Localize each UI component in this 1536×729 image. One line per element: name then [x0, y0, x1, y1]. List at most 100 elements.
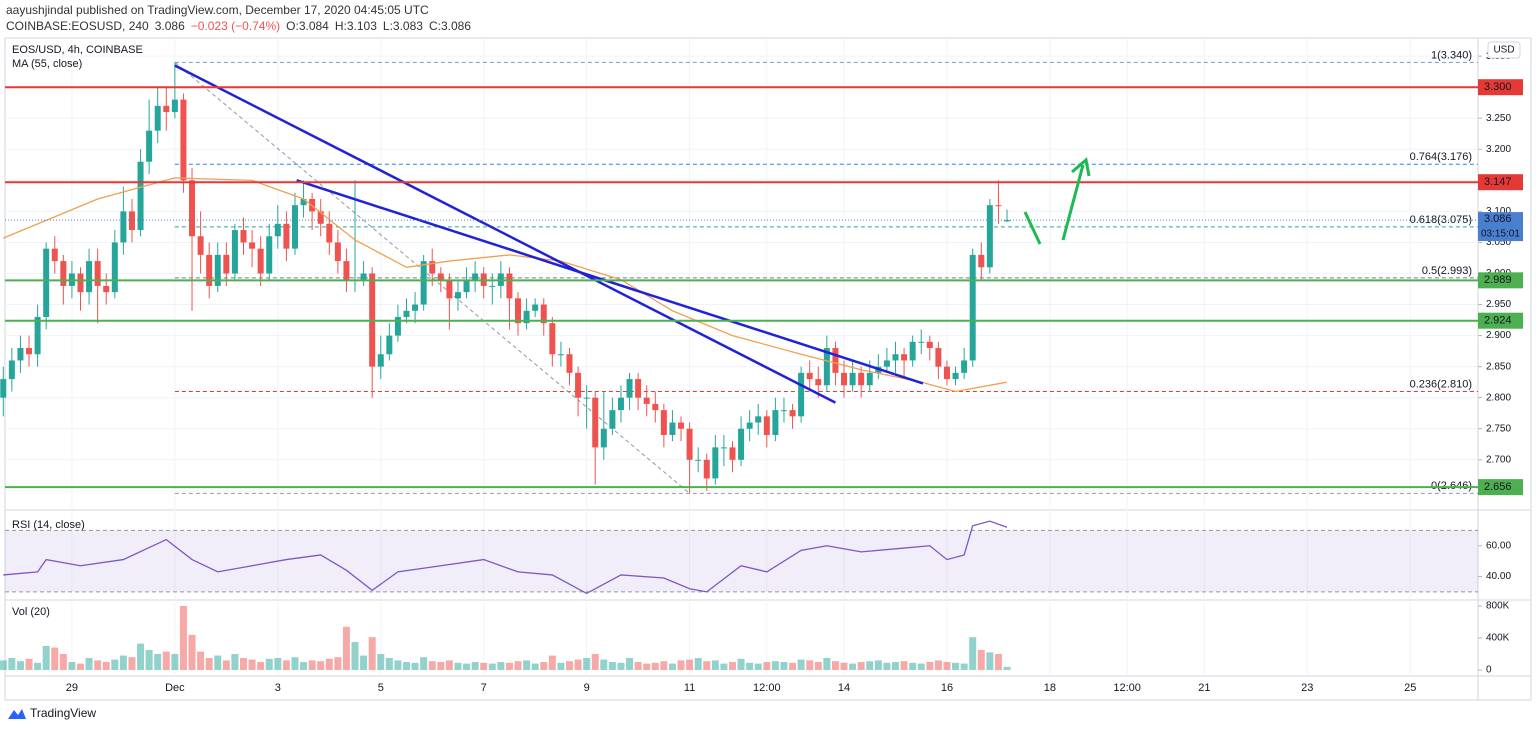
volume-bar — [651, 662, 659, 670]
y-tick-label: 800K — [1486, 601, 1510, 612]
currency-label[interactable]: USD — [1493, 45, 1514, 56]
candle-body — [60, 261, 67, 286]
volume-bar — [377, 654, 385, 670]
volume-bar — [746, 662, 754, 670]
volume-bar — [626, 658, 634, 670]
x-tick-label: 9 — [584, 682, 590, 694]
volume-bar — [128, 657, 136, 670]
volume-bar — [754, 663, 762, 670]
candle-body — [961, 360, 968, 373]
candle-body — [643, 397, 650, 404]
volume-bar — [265, 658, 273, 670]
volume-bar — [205, 658, 213, 670]
candle-body — [1004, 220, 1011, 222]
candle-body — [918, 341, 925, 343]
candle-body — [17, 348, 24, 361]
candle-body — [935, 348, 942, 367]
candle-body — [943, 366, 950, 380]
candle-body — [926, 341, 933, 349]
candle-body — [686, 428, 693, 460]
candle-body — [515, 298, 522, 324]
volume-bar — [471, 662, 479, 670]
arrow-up — [1061, 157, 1091, 241]
ma-line — [3, 177, 1008, 393]
candle-body — [51, 248, 58, 262]
candle-body — [832, 348, 839, 373]
candle-body — [154, 105, 161, 131]
candle-body — [334, 242, 341, 262]
y-tick-label: 2.900 — [1486, 330, 1511, 341]
volume-bar — [617, 662, 625, 670]
candle-body — [206, 254, 213, 286]
volume-bar — [488, 663, 496, 670]
y-tick-label: 400K — [1486, 633, 1510, 644]
candle-body — [978, 254, 985, 268]
candle-body — [43, 248, 50, 317]
footer-brand: TradingView — [30, 706, 96, 720]
candle-body — [189, 180, 196, 237]
candle-body — [94, 261, 101, 286]
volume-bar — [548, 655, 556, 670]
volume-bar — [145, 650, 153, 670]
candle-body — [180, 99, 187, 181]
volume-bar — [634, 662, 642, 670]
y-tick-label: 3.200 — [1486, 144, 1511, 155]
volume-bar — [197, 651, 205, 670]
candle-body — [592, 397, 599, 448]
candle-body — [523, 310, 530, 324]
candle-body — [266, 236, 273, 274]
currency-button[interactable] — [1487, 41, 1521, 59]
candle-body — [678, 422, 685, 429]
volume-bar — [420, 657, 428, 670]
x-tick-label: 7 — [481, 682, 487, 694]
volume-bar — [274, 658, 282, 670]
symbol: COINBASE:EOSUSD, 240 — [6, 19, 149, 33]
volume-bar — [342, 626, 350, 670]
volume-bar — [823, 658, 831, 670]
y-tick-label: 2.700 — [1486, 454, 1511, 465]
quote-line: COINBASE:EOSUSD, 240 3.086 −0.023 (−0.74%)… — [6, 18, 477, 34]
candle-body — [291, 205, 298, 249]
x-tick-label: 11 — [684, 682, 695, 694]
level-label: 2.656 — [1484, 481, 1512, 493]
candle-body — [437, 273, 444, 280]
candle-body — [540, 304, 547, 324]
candle-body — [532, 304, 539, 311]
candle-body — [755, 416, 762, 423]
candle-body — [901, 354, 908, 361]
volume-bar — [428, 661, 436, 670]
candle-body — [103, 285, 110, 293]
candle-body — [274, 223, 281, 237]
x-tick-label: 12:00 — [753, 682, 781, 694]
volume-bar — [926, 662, 934, 670]
candle-body — [403, 310, 410, 317]
candle-body — [566, 354, 573, 373]
candle-body — [326, 223, 333, 243]
candle-body — [34, 316, 41, 355]
candle-body — [163, 105, 170, 113]
volume-bar — [934, 660, 942, 670]
candle-body — [240, 230, 247, 243]
volume-bar — [171, 654, 179, 670]
x-tick-label: 29 — [66, 682, 78, 694]
candle-body — [257, 248, 264, 274]
candle-body — [26, 348, 33, 355]
y-tick-label: 40.00 — [1486, 571, 1511, 582]
volume-bar — [119, 655, 127, 670]
candle-body — [300, 198, 307, 206]
candle-body — [420, 261, 427, 305]
x-tick-label: Dec — [165, 682, 185, 694]
level-box — [1478, 479, 1523, 496]
candle-body — [823, 348, 830, 386]
volume-bar — [291, 657, 299, 670]
level-label: 3.147 — [1484, 176, 1512, 188]
candle-body — [815, 379, 822, 386]
candle-body — [600, 428, 607, 448]
fib-label: 0.5(2.993) — [1422, 265, 1472, 277]
candle-body — [249, 242, 256, 249]
volume-bar — [514, 661, 522, 670]
volume-bar — [531, 663, 539, 670]
y-tick-label: 0 — [1486, 665, 1492, 676]
